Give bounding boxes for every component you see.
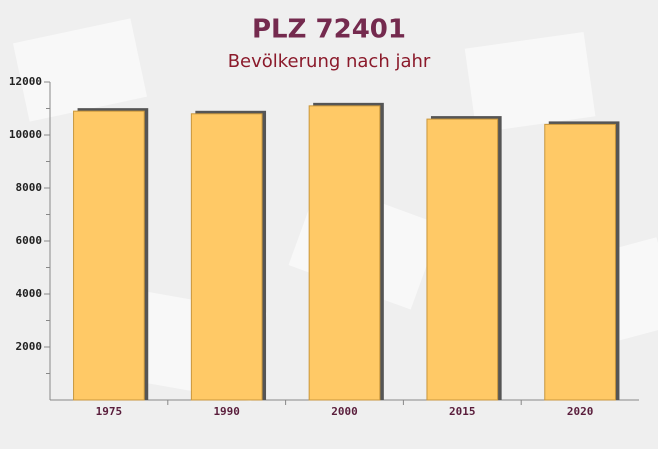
- y-tick-label: 4000: [16, 287, 43, 300]
- chart-title: PLZ 72401: [252, 15, 406, 45]
- y-tick-label: 2000: [16, 340, 43, 353]
- y-tick-label: 6000: [16, 234, 43, 247]
- bar: [544, 123, 616, 401]
- x-tick-label: 1990: [213, 405, 240, 418]
- y-tick-label: 8000: [16, 181, 43, 194]
- bar: [73, 110, 145, 401]
- bar: [308, 105, 381, 401]
- x-tick-label: 1975: [96, 405, 123, 418]
- x-tick-label: 2015: [449, 405, 476, 418]
- y-tick-label: 12000: [9, 75, 42, 88]
- x-tick-label: 2000: [331, 405, 358, 418]
- bar: [190, 113, 263, 401]
- bar: [426, 118, 499, 401]
- x-tick-label: 2020: [567, 405, 594, 418]
- chart-subtitle: Bevölkerung nach jahr: [228, 51, 431, 72]
- y-tick-label: 10000: [9, 128, 42, 141]
